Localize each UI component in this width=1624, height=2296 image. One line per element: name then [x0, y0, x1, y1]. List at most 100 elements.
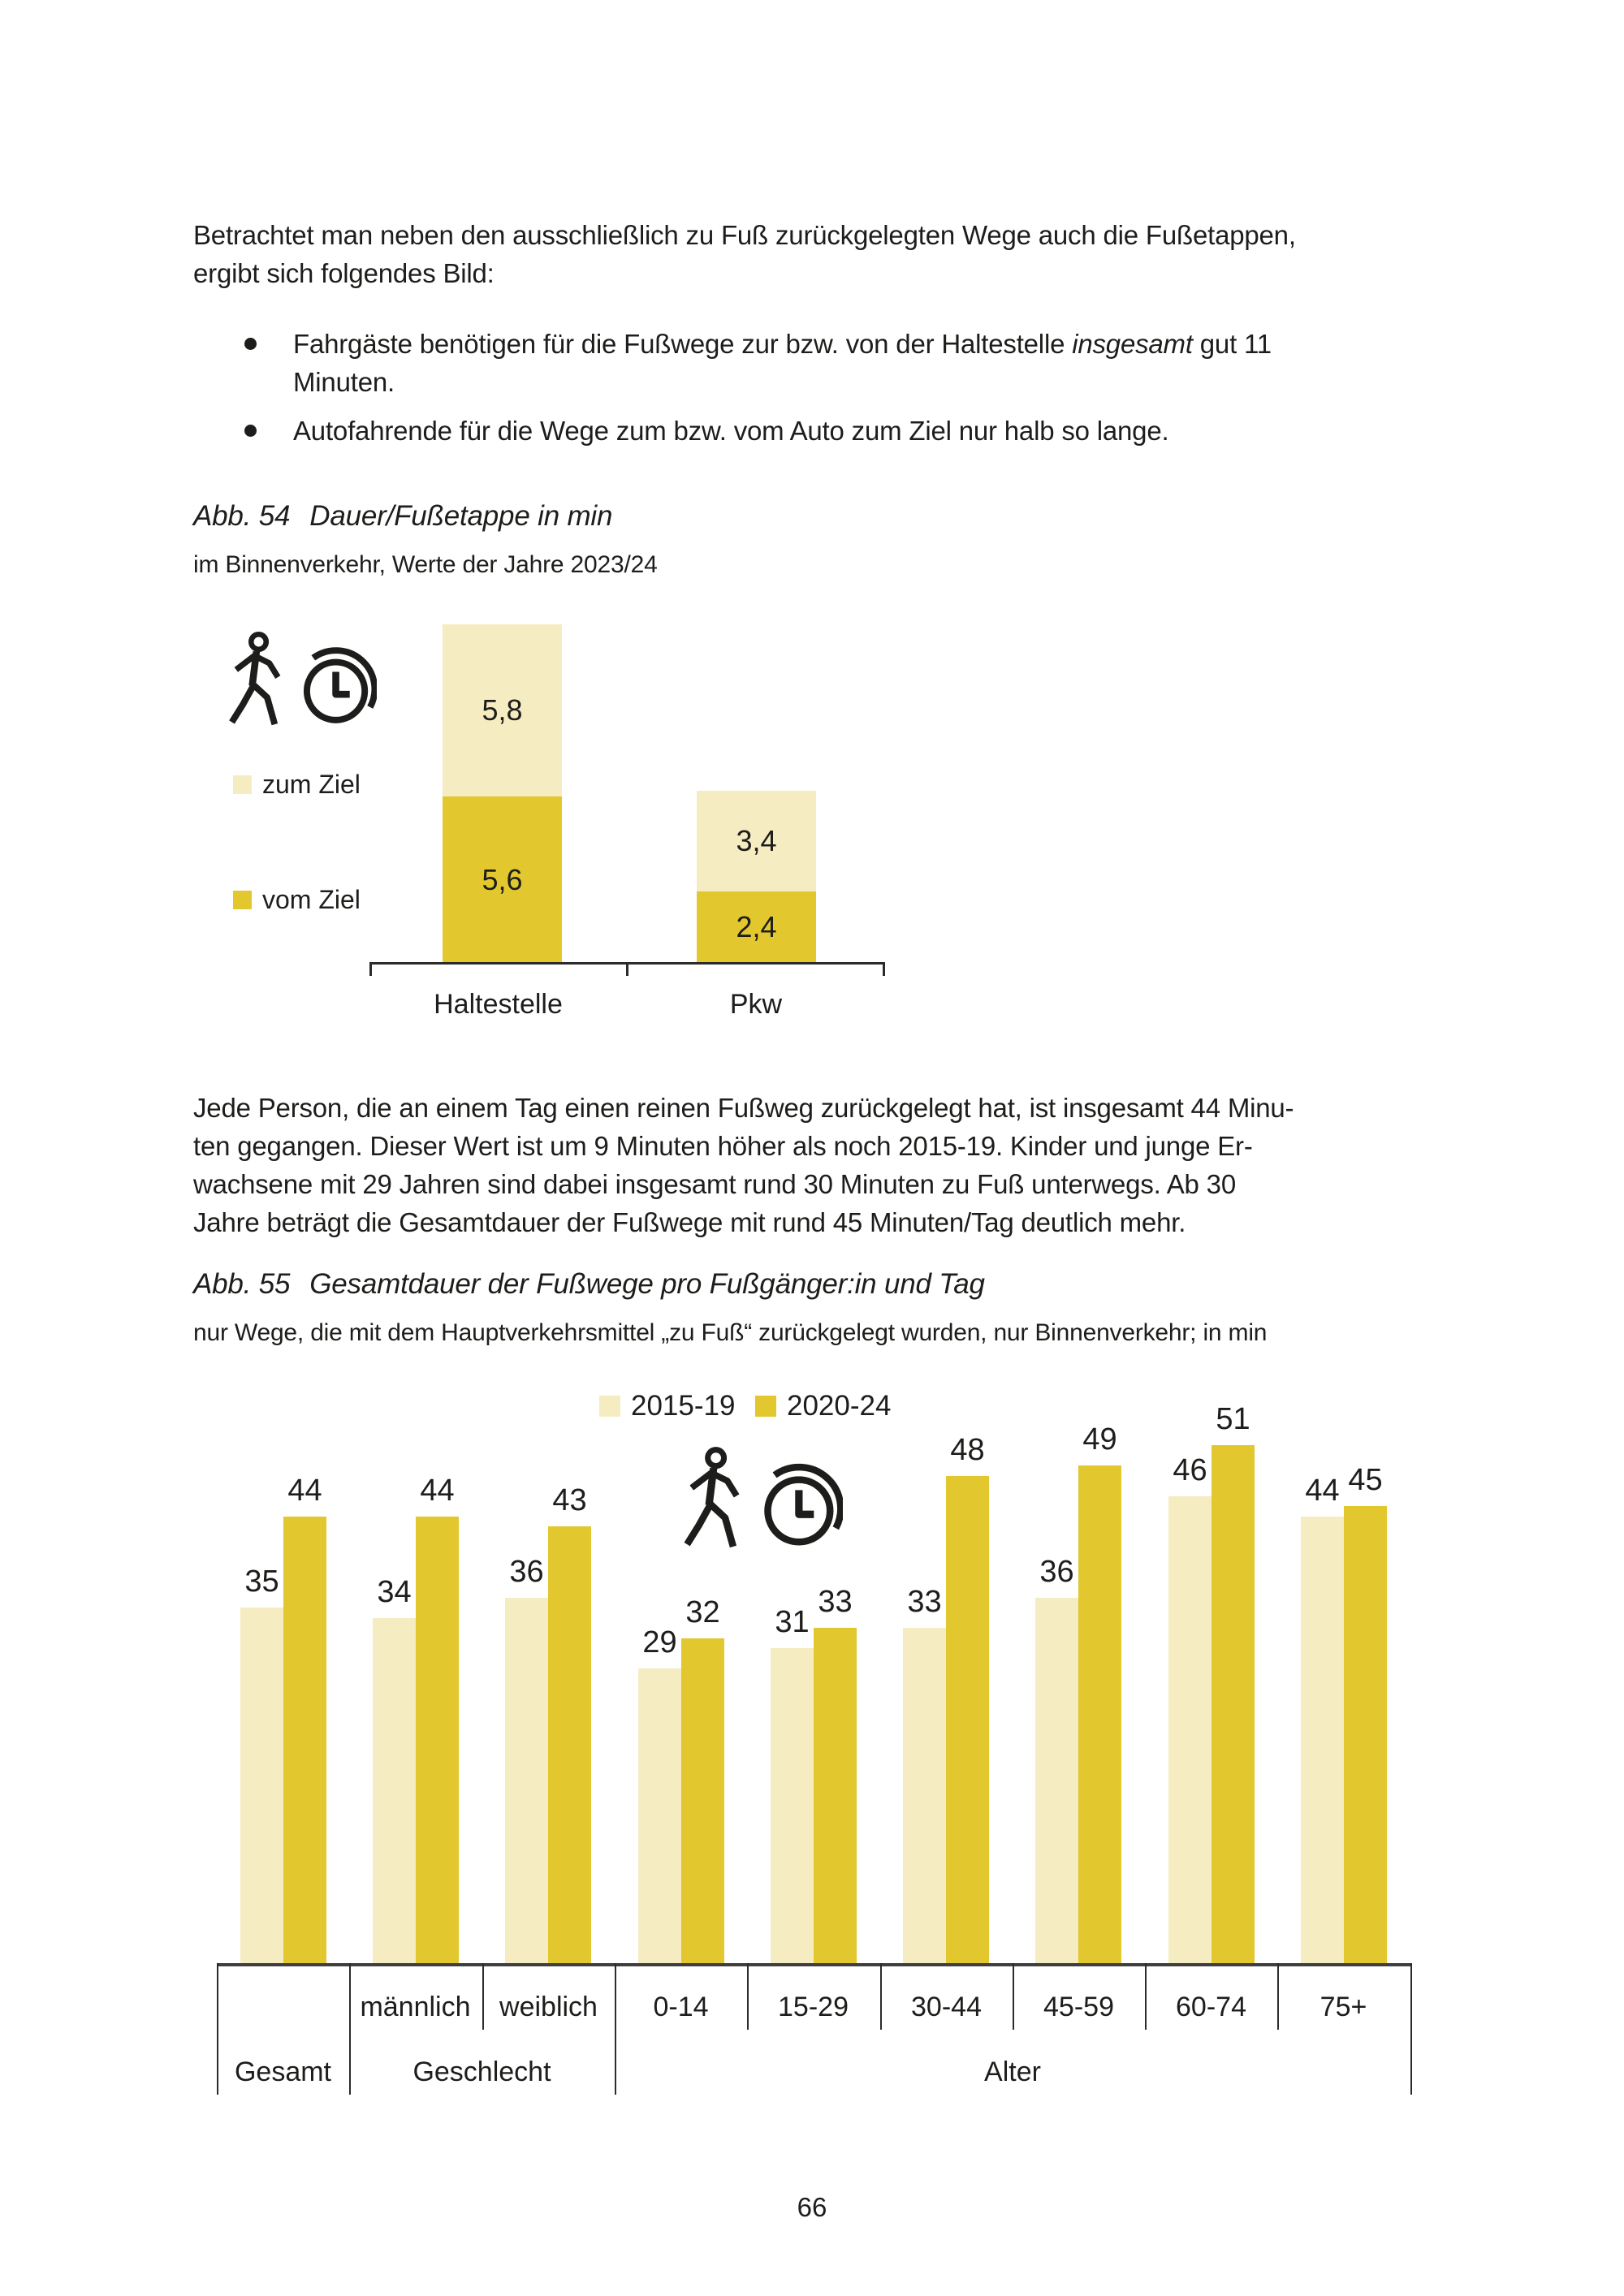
table-group-cell: Gesamt: [234, 2056, 332, 2087]
axis-tick: [626, 962, 628, 976]
legend-label: vom Ziel: [262, 885, 361, 914]
bar-segment-vom Ziel: [443, 796, 562, 963]
bar-value-label: 34: [377, 1575, 412, 1609]
bar-2020-24: [814, 1628, 857, 1963]
bar-value-label: 5,6: [482, 862, 523, 896]
bullet-marker-icon: [244, 425, 257, 437]
figure-54-label: Abb. 54: [193, 500, 291, 532]
bar-value-label: 44: [1305, 1474, 1340, 1508]
category-label-pkw: Pkw: [729, 989, 783, 1020]
bar-value-label: 36: [1039, 1555, 1074, 1589]
walking-person-stopwatch-icon: [229, 631, 377, 726]
legend-label: 2020-24: [787, 1390, 892, 1422]
bullet-item: Autofahrende für die Wege zum bzw. vom A…: [241, 412, 1419, 450]
bar-2020-24: [283, 1517, 326, 1963]
bar-value-label: 5,8: [482, 693, 523, 727]
bar-value-label: 29: [642, 1625, 677, 1659]
table-category-cell: 0-14: [653, 1992, 709, 2022]
bar-value-label: 51: [1216, 1402, 1250, 1436]
table-category-cell: 15-29: [778, 1992, 849, 2022]
legend-label: 2015-19: [631, 1390, 736, 1422]
bullet-marker-icon: [244, 338, 257, 350]
page-number: 66: [797, 2192, 827, 2222]
bar-2020-24: [1078, 1465, 1121, 1963]
bar-value-label: 44: [287, 1474, 322, 1508]
bar-value-label: 31: [775, 1605, 810, 1639]
bar-2015-19: [903, 1628, 946, 1963]
figure-55-label: Abb. 55: [193, 1268, 291, 1300]
bar-2020-24: [681, 1638, 724, 1963]
bullet-text-line: Minuten.: [293, 367, 395, 397]
figure-54-subtitle: im Binnenverkehr, Werte der Jahre 2023/2…: [193, 551, 658, 578]
bullet-item: Fahrgäste benötigen für die Fußwege zur …: [241, 325, 1419, 401]
legend-label: zum Ziel: [262, 770, 361, 799]
bar-2015-19: [638, 1668, 681, 1963]
category-label-haltestelle: Haltestelle: [434, 989, 563, 1020]
bar-segment-zum Ziel: [443, 624, 562, 796]
bar-segment-vom Ziel: [697, 891, 816, 963]
legend-swatch-dark: [755, 1396, 776, 1417]
axis-tick: [369, 962, 372, 976]
legend-swatch-dark: [233, 891, 252, 909]
bar-segment-zum Ziel: [697, 791, 816, 891]
walking-person-stopwatch-icon: [684, 1447, 843, 1548]
table-category-cell: männlich: [360, 1992, 471, 2022]
table-group-divider: [1410, 1963, 1412, 2095]
bar-value-label: 35: [244, 1564, 279, 1599]
intro-line: Betrachtet man neben den ausschließlich …: [193, 220, 1296, 250]
bar-value-label: 32: [685, 1595, 720, 1629]
bar-2020-24: [1212, 1445, 1255, 1963]
figure-55-title: Gesamtdauer der Fußwege pro Fußgänger:in…: [309, 1268, 985, 1300]
legend-item-2020-24: 2020-24: [755, 1390, 891, 1422]
figure-54-title: Dauer/Fußetappe in min: [309, 500, 613, 532]
bar-value-label: 44: [420, 1474, 455, 1508]
bar-2020-24: [1344, 1506, 1387, 1963]
bar-2015-19: [373, 1618, 416, 1963]
figure-54-caption: Abb. 54 Dauer/Fußetappe in min: [193, 500, 612, 533]
table-group-divider: [217, 1963, 218, 2095]
table-cell-divider: [1277, 1963, 1279, 2030]
axis-tick: [883, 962, 885, 976]
bar-value-label: 46: [1173, 1453, 1207, 1487]
bar-value-label: 48: [950, 1433, 985, 1467]
bar-2015-19: [771, 1648, 814, 1963]
table-cell-divider: [880, 1963, 882, 2030]
body-paragraph: Jede Person, die an einem Tag einen rein…: [193, 1093, 1294, 1237]
table-category-cell: 60-74: [1176, 1992, 1246, 2022]
legend-swatch-light: [599, 1396, 620, 1417]
legend-item-vom-ziel: vom Ziel: [233, 885, 361, 915]
legend-item-2015-19: 2015-19: [599, 1390, 735, 1422]
bar-value-label: 3,4: [736, 824, 777, 857]
bar-2020-24: [946, 1476, 989, 1963]
bar-value-label: 43: [552, 1483, 587, 1517]
table-cell-divider: [1145, 1963, 1147, 2030]
intro-paragraph: Betrachtet man neben den ausschließlich …: [193, 216, 1296, 292]
table-group-cell: Alter: [984, 2056, 1041, 2087]
table-top-border: [217, 1963, 1410, 1966]
bar-2015-19: [1168, 1496, 1212, 1963]
table-group-divider: [349, 1963, 351, 2095]
bar-2020-24: [416, 1517, 459, 1963]
bar-value-label: 49: [1082, 1422, 1117, 1457]
table-category-cell: 30-44: [911, 1992, 982, 2022]
table-cell-divider: [1013, 1963, 1014, 2030]
legend-swatch-light: [233, 775, 252, 794]
bar-value-label: 45: [1348, 1463, 1383, 1497]
bar-2015-19: [1035, 1598, 1078, 1963]
table-category-cell: weiblich: [499, 1992, 598, 2022]
bullet-list: Fahrgäste benötigen für die Fußwege zur …: [241, 325, 1419, 460]
table-cell-divider: [747, 1963, 749, 2030]
bar-value-label: 33: [907, 1585, 942, 1619]
figure-55-subtitle: nur Wege, die mit dem Hauptverkehrsmitte…: [193, 1319, 1268, 1346]
table-category-cell: 75+: [1320, 1992, 1367, 2022]
bar-2015-19: [1301, 1517, 1344, 1963]
table-cell-divider: [482, 1963, 484, 2030]
bar-2015-19: [240, 1608, 283, 1963]
bar-value-label: 2,4: [736, 910, 777, 943]
table-category-cell: 45-59: [1043, 1992, 1114, 2022]
figure-55-caption: Abb. 55 Gesamtdauer der Fußwege pro Fußgä…: [193, 1268, 985, 1301]
table-group-divider: [615, 1963, 616, 2095]
table-group-cell: Geschlecht: [412, 2056, 551, 2087]
bar-2015-19: [505, 1598, 548, 1963]
